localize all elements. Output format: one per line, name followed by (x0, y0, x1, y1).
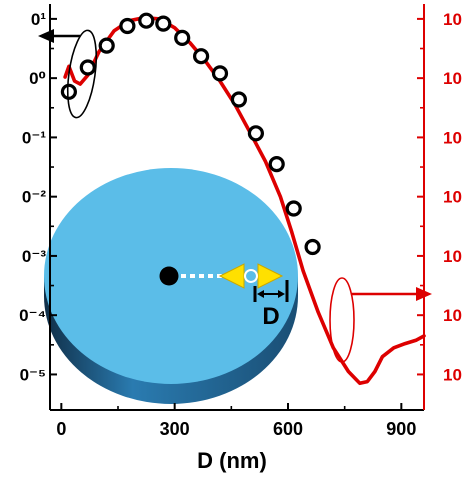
d-arrow-left-icon (257, 290, 264, 298)
x-tick-label: 300 (160, 419, 190, 439)
scatter-point (119, 17, 136, 35)
scatter-point (174, 29, 191, 47)
scatter-point (193, 48, 210, 65)
right-series-callout-ellipse (329, 277, 355, 363)
scatter-point (60, 83, 78, 100)
right-tick-label: 10 (443, 365, 462, 384)
scatter-point (211, 65, 229, 82)
left-tick-label: 0⁻⁵ (20, 365, 46, 384)
scatter-point (155, 15, 172, 32)
right-tick-label: 10 (443, 188, 462, 207)
left-tick-label: 0⁻² (22, 188, 46, 207)
left-series-callout-ellipse (66, 29, 98, 119)
left-tick-label: 0⁻¹ (22, 128, 46, 147)
x-tick-label: 0 (56, 419, 66, 439)
disk-illustration: D (44, 168, 298, 404)
left-axis-arrow-icon (38, 29, 54, 43)
scatter-point (98, 37, 115, 54)
x-tick-label: 900 (386, 419, 416, 439)
x-tick-label: 600 (273, 419, 303, 439)
scatter-point (79, 59, 96, 76)
probe-circle (244, 269, 258, 283)
right-tick-label: 10 (443, 128, 462, 147)
x-axis-label: D (nm) (197, 448, 267, 473)
right-tick-label: 10 (443, 69, 462, 88)
right-tick-label: 10 (443, 10, 462, 29)
scatter-point (247, 125, 264, 142)
disk-center-dot (159, 266, 179, 286)
right-tick-label: 10 (443, 247, 462, 266)
left-tick-label: 0⁻³ (22, 247, 46, 266)
right-axis-arrow-icon (416, 287, 432, 301)
right-tick-label: 10 (443, 306, 462, 325)
d-arrow-right-icon (278, 290, 285, 298)
left-tick-label: 0⁻⁴ (19, 306, 46, 325)
left-tick-label: 0¹ (31, 10, 46, 29)
scatter-point (138, 12, 155, 29)
inset-d-label: D (262, 303, 279, 330)
scatter-point (304, 238, 321, 256)
plot-layer (60, 12, 426, 386)
scatter-point (268, 156, 285, 173)
left-tick-label: 0⁰ (29, 69, 46, 88)
axes-layer: 0¹ 0⁰ 0⁻¹ 0⁻² 0⁻³ 0⁻⁴ 0⁻⁵ 10 10 10 10 10 10 10 0 300 600… (19, 4, 462, 439)
scatter-point (230, 91, 247, 108)
series-callouts (38, 29, 432, 363)
scatter-point (285, 200, 302, 217)
